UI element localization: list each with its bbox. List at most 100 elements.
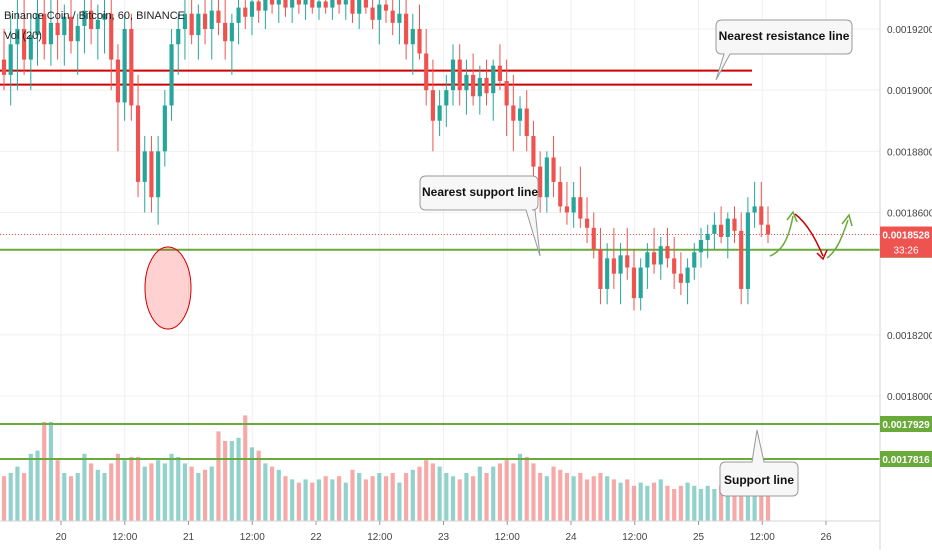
volume-bar bbox=[752, 476, 757, 521]
volume-bar bbox=[129, 457, 134, 521]
candle-body bbox=[202, 13, 208, 29]
countdown-label: 33:26 bbox=[893, 246, 918, 257]
volume-bar bbox=[55, 460, 60, 521]
volume-bar bbox=[417, 466, 422, 521]
candle-body bbox=[698, 240, 704, 253]
candle-body bbox=[263, 0, 268, 11]
volume-bar bbox=[269, 466, 275, 521]
candle-body bbox=[457, 59, 462, 91]
candle-body bbox=[310, 0, 315, 8]
volume-bar bbox=[337, 476, 342, 521]
volume-bar bbox=[283, 476, 288, 521]
candle-body bbox=[243, 7, 248, 17]
volume-bar bbox=[290, 479, 295, 521]
volume-bar bbox=[149, 463, 154, 521]
x-tick-label: 12:00 bbox=[495, 532, 520, 543]
volume-bar bbox=[444, 473, 449, 521]
candle-body bbox=[651, 252, 657, 265]
candle-body bbox=[229, 22, 234, 42]
candle-body bbox=[591, 227, 596, 250]
candle-body bbox=[759, 206, 764, 225]
candle-body bbox=[48, 22, 53, 45]
candle-body bbox=[370, 7, 375, 20]
projection-up-arrow-1 bbox=[769, 215, 794, 257]
volume-bar bbox=[517, 453, 523, 521]
current-price-label: 0.0018528 bbox=[882, 231, 930, 242]
x-tick-label: 22 bbox=[310, 532, 322, 543]
volume-bars bbox=[1, 415, 771, 521]
volume-bar bbox=[390, 473, 395, 521]
candle-body bbox=[752, 206, 757, 213]
volume-bar bbox=[564, 473, 570, 521]
candle-body bbox=[149, 151, 154, 198]
candle-body bbox=[471, 74, 476, 97]
candle-body bbox=[62, 16, 67, 36]
volume-bar bbox=[82, 453, 87, 521]
volume-legend: Vol (20) bbox=[4, 30, 42, 42]
volume-bar bbox=[22, 473, 27, 521]
volume-bar bbox=[745, 479, 750, 521]
x-tick-label: 23 bbox=[438, 532, 450, 543]
candle-body bbox=[296, 0, 301, 5]
candle-body bbox=[598, 249, 603, 289]
candle-body bbox=[665, 246, 670, 259]
volume-bar bbox=[142, 466, 147, 521]
candle-body bbox=[135, 105, 141, 182]
x-tick-label: 24 bbox=[565, 532, 577, 543]
volume-bar bbox=[524, 457, 529, 521]
candle-body bbox=[223, 22, 228, 42]
volume-bar bbox=[450, 476, 456, 521]
candle-body bbox=[397, 13, 402, 23]
candle-body bbox=[685, 267, 690, 283]
volume-bar bbox=[28, 453, 33, 521]
y-tick-label: 0.0018200 bbox=[887, 331, 932, 342]
current-price-tag bbox=[880, 226, 932, 243]
volume-bar bbox=[611, 479, 616, 521]
volume-bar bbox=[578, 473, 583, 521]
volume-bar bbox=[323, 476, 328, 521]
candle-body bbox=[484, 77, 489, 94]
candle-body bbox=[584, 218, 590, 228]
candle-body bbox=[383, 4, 389, 11]
callout-support-text: Nearest support line bbox=[422, 185, 538, 199]
x-tick-label: 12:00 bbox=[112, 532, 137, 543]
time-axis: 20 12:00 21 12:00 22 12:00 23 12:00 24 12:00 25 12:… bbox=[55, 521, 832, 543]
volume-bar bbox=[383, 476, 389, 521]
volume-bar bbox=[310, 482, 315, 521]
volume-bar bbox=[357, 473, 362, 521]
volume-bar bbox=[598, 473, 603, 521]
candle-body bbox=[732, 218, 737, 231]
volume-bar bbox=[1, 476, 7, 521]
x-tick-label: 21 bbox=[183, 532, 195, 543]
volume-bar bbox=[591, 476, 596, 521]
volume-bar bbox=[316, 479, 322, 521]
volume-bar bbox=[665, 485, 670, 521]
candle-body bbox=[142, 151, 147, 182]
volume-bar bbox=[732, 485, 737, 521]
candle-body bbox=[68, 16, 74, 42]
candle-body bbox=[450, 59, 456, 91]
candle-body bbox=[404, 13, 409, 45]
candle-body bbox=[122, 29, 127, 103]
volume-bar bbox=[62, 473, 67, 521]
projection-up-arrow-2 bbox=[826, 219, 849, 259]
callout-volume-support: Support line bbox=[719, 429, 799, 497]
candle-body bbox=[89, 10, 94, 29]
level-price-label: 0.0017816 bbox=[882, 455, 930, 466]
volume-bar bbox=[430, 463, 435, 521]
candle-body bbox=[209, 10, 214, 29]
candle-body bbox=[611, 258, 616, 274]
candle-body bbox=[444, 90, 449, 106]
volume-bar bbox=[759, 479, 764, 521]
volume-bar bbox=[712, 489, 717, 521]
candle-body bbox=[430, 90, 435, 121]
candle-body bbox=[477, 77, 482, 97]
candle-body bbox=[22, 29, 27, 60]
x-tick-label: 12:00 bbox=[240, 532, 265, 543]
candle-body bbox=[95, 19, 100, 29]
candle-body bbox=[350, 0, 355, 14]
candle-body bbox=[343, 0, 348, 5]
volume-bar bbox=[531, 463, 536, 521]
